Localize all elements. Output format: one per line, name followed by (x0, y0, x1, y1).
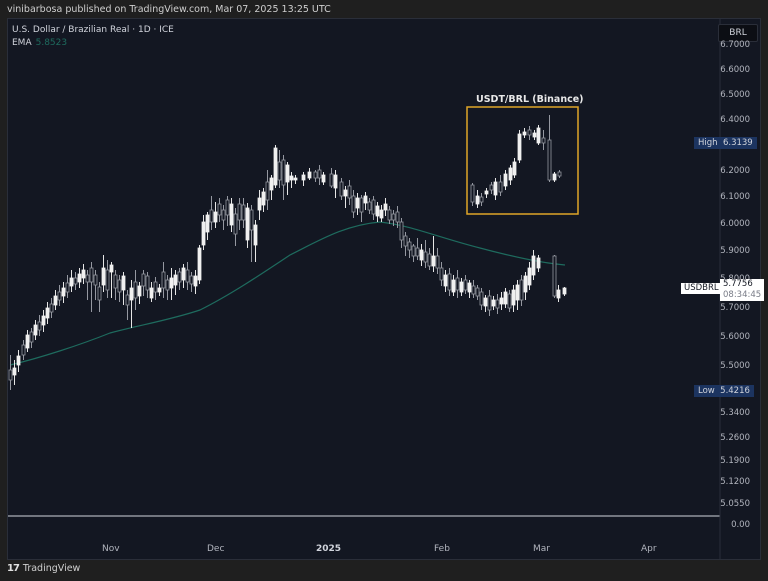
high-tag: High 6.3139 (694, 137, 757, 149)
symbol-tag: USDBRL (681, 283, 722, 294)
time-tick: Nov (102, 544, 120, 554)
time-tick: Mar (533, 544, 550, 554)
price-tick: 5.1900 (720, 456, 750, 466)
publisher-line: vinibarbosa published on TradingView.com… (7, 4, 331, 15)
price-tick: 5.2600 (720, 433, 750, 443)
footer: 17 TradingView (7, 563, 80, 574)
price-tick: 6.0000 (720, 219, 750, 229)
candles (8, 115, 567, 390)
chart-legend: U.S. Dollar / Brazilian Real · 1D · ICE … (12, 24, 174, 50)
inset-box (466, 106, 579, 215)
high-label: High (698, 138, 718, 148)
price-tick: 0.00 (731, 520, 750, 530)
tradingview-logo-icon: 17 (7, 563, 20, 574)
price-tick: 5.7000 (720, 303, 750, 313)
inset-title: USDT/BRL (Binance) (476, 94, 584, 105)
brand-name: TradingView (22, 563, 81, 574)
ema-legend: EMA 5.8523 (12, 37, 174, 50)
countdown: 08:34:45 (723, 290, 762, 300)
price-tick: 6.1000 (720, 192, 750, 202)
currency-button[interactable]: BRL (718, 24, 758, 42)
low-label: Low (698, 386, 715, 396)
low-value: 5.4216 (720, 386, 750, 396)
price-tick: 5.0550 (720, 499, 750, 509)
time-tick: 2025 (316, 544, 342, 554)
price-tick: 6.2000 (720, 166, 750, 176)
current-price: 5.7756 (723, 279, 753, 289)
ema-label: EMA (12, 38, 32, 48)
ema-value: 5.8523 (35, 38, 68, 48)
low-tag: Low 5.4216 (694, 385, 754, 397)
price-tick: 5.6000 (720, 332, 750, 342)
price-tick: 5.5000 (720, 361, 750, 371)
high-value: 6.3139 (722, 138, 753, 148)
current-price-tag: 5.7756 08:34:45 (720, 279, 765, 301)
price-tick: 6.5000 (720, 90, 750, 100)
time-tick: Apr (641, 544, 657, 554)
price-tick: 6.7000 (720, 40, 750, 50)
price-tick: 5.3400 (720, 408, 750, 418)
ema-line (9, 221, 566, 366)
price-tick: 6.6000 (720, 65, 750, 75)
price-tick: 6.4000 (720, 115, 750, 125)
symbol-title: U.S. Dollar / Brazilian Real · 1D · ICE (12, 25, 174, 35)
time-tick: Dec (207, 544, 225, 554)
time-tick: Feb (434, 544, 450, 554)
price-tick: 5.1200 (720, 477, 750, 487)
price-tick: 5.9000 (720, 246, 750, 256)
